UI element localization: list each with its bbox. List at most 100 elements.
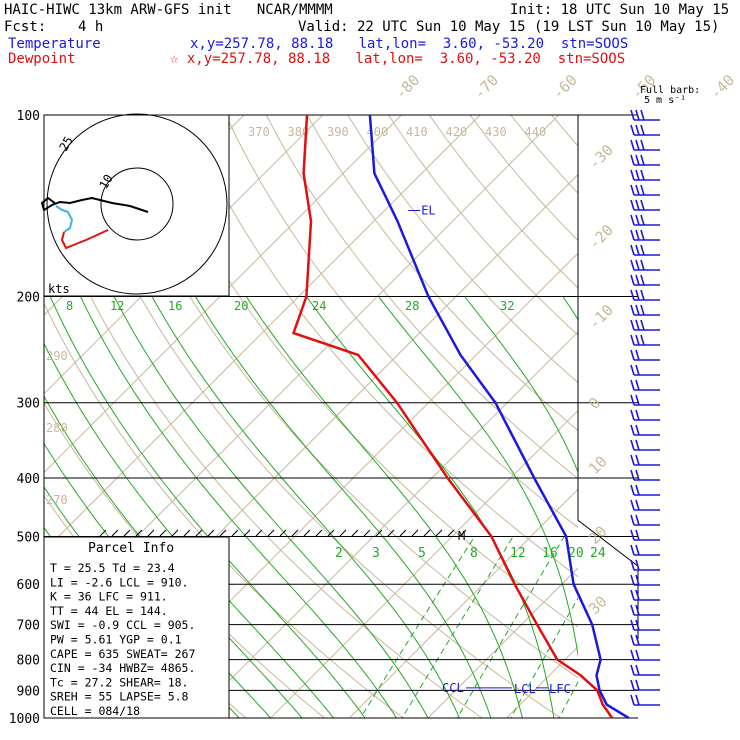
init-time: Init: 18 UTC Sun 10 May 15 bbox=[510, 2, 730, 18]
wind-barb-flag bbox=[630, 364, 635, 376]
stable-layer-hatch bbox=[255, 529, 263, 537]
el-marker-label: EL bbox=[421, 203, 435, 217]
stable-layer-hatch bbox=[435, 529, 443, 537]
parcel-info-row: SREH = 55 LAPSE= 5.8 bbox=[50, 690, 189, 704]
dewpoint-info: ☆ x,y=257.78, 88.18 lat,lon= 3.60, -53.2… bbox=[170, 51, 626, 67]
wind-barb-flag bbox=[635, 559, 640, 571]
wind-barb-flag bbox=[640, 109, 645, 121]
wind-barb-flag bbox=[630, 139, 635, 151]
parcel-info-row: CAPE = 635 SWEAT= 267 bbox=[50, 647, 195, 661]
stable-layer-hatch bbox=[387, 529, 395, 537]
theta-label: 380 bbox=[288, 125, 310, 139]
isotherm-line bbox=[348, 488, 578, 718]
dry-adiabat-line bbox=[44, 302, 405, 718]
stable-layer-hatch bbox=[99, 529, 107, 537]
dry-adiabat-line bbox=[727, 87, 740, 730]
wind-barb-flag bbox=[635, 184, 640, 196]
stable-layer-hatch bbox=[399, 529, 407, 537]
wind-barb-flag bbox=[630, 574, 635, 586]
pressure-tick-label: 500 bbox=[17, 530, 40, 545]
wind-barb-flag bbox=[640, 289, 645, 301]
stable-layer-hatch bbox=[315, 529, 323, 537]
mixing-ratio-label: 8 bbox=[66, 299, 73, 313]
wind-barb-flag bbox=[635, 304, 640, 316]
isotherm-line bbox=[269, 409, 578, 718]
wind-barb-flag bbox=[630, 199, 635, 211]
dry-adiabat-line bbox=[44, 187, 483, 718]
pressure-tick-label: 700 bbox=[17, 619, 40, 634]
isotherm-label: 0 bbox=[585, 394, 604, 413]
dry-adiabat-line bbox=[102, 115, 578, 679]
wind-barb-flag bbox=[630, 169, 635, 181]
wind-barb-flag bbox=[630, 529, 635, 541]
wind-barb-flag bbox=[630, 679, 635, 691]
stable-layer-hatch bbox=[243, 529, 251, 537]
isotherm-label: -60 bbox=[549, 71, 581, 103]
stable-layer-hatch bbox=[279, 529, 287, 537]
wind-barb-flag bbox=[630, 184, 635, 196]
wind-barb-flag bbox=[630, 229, 635, 241]
parcel-info-row: SWI = -0.9 CCL = 905. bbox=[50, 618, 195, 632]
dry-adiabat-line bbox=[184, 115, 578, 578]
wind-barb-flag bbox=[640, 259, 645, 271]
wind-barb-flag bbox=[630, 634, 635, 646]
stable-layer-hatch bbox=[303, 529, 311, 537]
parcel-info-row: PW = 5.61 YGP = 0.1 bbox=[50, 633, 182, 647]
valid-time: Valid: 22 UTC Sun 10 May 15 (19 LST Sun … bbox=[298, 19, 720, 35]
wind-barb-flag bbox=[640, 139, 645, 151]
wind-barb-flag bbox=[630, 214, 635, 226]
dry-adiabat-line bbox=[609, 87, 740, 730]
wind-barb-flag bbox=[630, 439, 635, 451]
wind-barb-flag bbox=[630, 499, 635, 511]
theta-label: 370 bbox=[248, 125, 270, 139]
parcel-info-row: TT = 44 EL = 144. bbox=[50, 604, 168, 618]
wind-barb-flag bbox=[635, 154, 640, 166]
wind-barb-flag bbox=[630, 559, 635, 571]
mixing-ratio-label: 24 bbox=[590, 546, 606, 561]
title-left: HAIC-HIWC 13km ARW-GFS init NCAR/MMMM bbox=[4, 2, 333, 18]
wind-barb-flag bbox=[630, 124, 635, 136]
wind-barb-flag bbox=[635, 349, 640, 361]
dry-adiabat-line bbox=[550, 115, 578, 147]
wind-barb-flag bbox=[635, 499, 640, 511]
stable-layer-hatch bbox=[231, 529, 239, 537]
wind-barb-flag bbox=[640, 334, 645, 346]
dry-adiabat-line bbox=[648, 87, 740, 730]
wind-barb-flag bbox=[635, 544, 640, 556]
wind-barb-flag bbox=[630, 379, 635, 391]
wind-barb-flag bbox=[630, 469, 635, 481]
isotherm-line bbox=[505, 645, 578, 718]
hodograph-ring-inner bbox=[100, 167, 174, 241]
wind-barb-flag bbox=[630, 304, 635, 316]
moist-adiabat-line bbox=[662, 297, 695, 719]
moist-adiabat-line bbox=[711, 297, 740, 719]
wind-barb-flag bbox=[635, 649, 640, 661]
pressure-tick-label: 1000 bbox=[9, 712, 40, 727]
dry-adiabat-line bbox=[510, 115, 578, 195]
wind-barb-flag bbox=[640, 274, 645, 286]
wind-barb-flag bbox=[640, 154, 645, 166]
wind-barb-flag bbox=[635, 574, 640, 586]
mixing-ratio-label: 20 bbox=[568, 546, 584, 561]
mixing-ratio-label: 5 bbox=[418, 546, 426, 561]
wind-barb-flag bbox=[635, 694, 640, 706]
wind-barb-flag bbox=[630, 334, 635, 346]
wind-barb-flag bbox=[635, 139, 640, 151]
isotherm-line bbox=[191, 331, 578, 718]
stable-layer-hatch bbox=[375, 529, 383, 537]
hodograph-trace-low bbox=[60, 229, 109, 250]
dry-adiabat-line bbox=[428, 115, 578, 289]
pressure-tick-label: 100 bbox=[17, 109, 40, 124]
dewpoint-profile bbox=[291, 114, 614, 719]
dry-adiabat-line bbox=[265, 115, 578, 480]
wind-barb-flag bbox=[640, 319, 645, 331]
ccl-temp-marker: M bbox=[458, 529, 465, 543]
wind-barb-flag bbox=[635, 289, 640, 301]
wind-barb-flag bbox=[635, 514, 640, 526]
wind-barb-flag bbox=[635, 424, 640, 436]
wind-barb-flag bbox=[640, 199, 645, 211]
wind-barb-flag bbox=[640, 304, 645, 316]
isotherm-line bbox=[730, 87, 740, 730]
parcel-info-row: CELL = 084/18 bbox=[50, 704, 140, 718]
